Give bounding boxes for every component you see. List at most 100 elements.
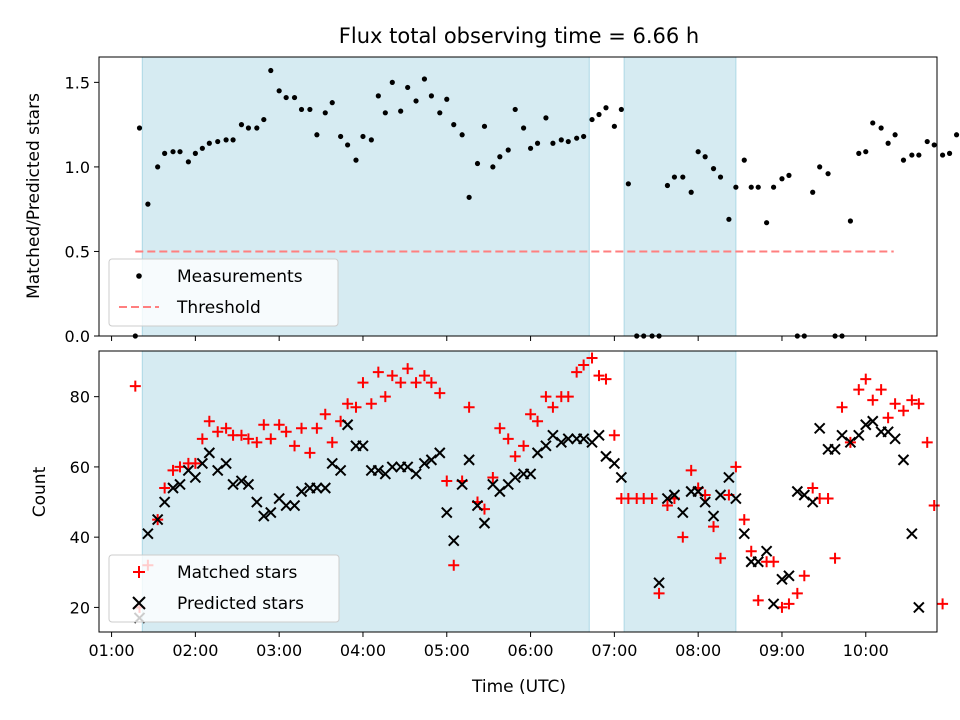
predicted-star-point xyxy=(151,513,164,526)
x-tick-label: 07:00 xyxy=(591,641,637,660)
measurement-point xyxy=(755,184,761,190)
predicted-star-point xyxy=(860,419,872,431)
predicted-star-point xyxy=(813,422,826,434)
measurement-point xyxy=(405,84,411,91)
chart-title: Flux total observing time = 6.66 h xyxy=(339,24,699,48)
matched-star-point xyxy=(410,377,422,389)
measurement-point xyxy=(625,181,631,187)
matched-star-point xyxy=(296,422,308,434)
measurement-point xyxy=(382,110,388,116)
matched-star-point xyxy=(708,521,720,533)
matched-star-point xyxy=(715,552,727,564)
ratio-y-axis-label: Matched/Predicted stars xyxy=(24,93,44,299)
measurement-point xyxy=(238,122,245,128)
predicted-star-point xyxy=(889,433,901,445)
matched-star-point xyxy=(129,380,141,392)
predicted-star-point xyxy=(280,499,292,512)
y-tick-label: 20 xyxy=(70,598,90,617)
measurement-point xyxy=(413,98,419,104)
measurement-point xyxy=(322,110,328,116)
measurement-point xyxy=(892,132,898,138)
matched-star-point xyxy=(532,415,544,427)
measurement-point xyxy=(885,140,891,146)
predicted-star-point xyxy=(730,492,742,505)
measurement-point xyxy=(603,105,609,111)
measurement-point xyxy=(428,93,435,99)
matched-star-point xyxy=(791,587,803,599)
y-tick-label: 60 xyxy=(70,458,90,477)
matched-star-point xyxy=(319,408,331,420)
measurement-point xyxy=(254,125,260,131)
measurement-point xyxy=(215,138,221,145)
matched-star-point xyxy=(889,398,901,410)
matched-star-point xyxy=(509,450,521,462)
predicted-star-point xyxy=(203,447,216,459)
predicted-star-point xyxy=(251,496,263,508)
measurement-point xyxy=(688,189,694,195)
measurement-point xyxy=(245,125,252,131)
matched-star-point xyxy=(882,412,894,424)
measurement-point xyxy=(145,201,151,207)
predicted-star-point xyxy=(441,506,453,519)
measurement-point xyxy=(451,122,457,128)
matched-star-point xyxy=(518,440,530,452)
matched-star-point xyxy=(463,401,475,413)
measurement-point xyxy=(589,116,595,123)
ratio-panel: 0.0 0.5 1.0 1.5 Flux total observing time =… xyxy=(24,24,960,346)
predicted-star-point xyxy=(760,545,773,557)
y-tick-label: 40 xyxy=(70,528,90,547)
measurement-point xyxy=(863,149,869,155)
predicted-star-point xyxy=(555,436,568,449)
measurement-point xyxy=(939,152,946,158)
count-y-axis-label: Count xyxy=(30,466,50,517)
predicted-star-point xyxy=(434,447,446,459)
measurement-point xyxy=(534,140,541,146)
measurement-point xyxy=(368,137,374,143)
measurement-point xyxy=(810,189,816,195)
matched-star-point xyxy=(738,514,750,526)
measurement-point xyxy=(786,172,792,178)
matched-star-point xyxy=(677,531,689,543)
matched-star-point xyxy=(280,426,292,438)
measurement-point xyxy=(870,120,876,126)
matched-star-point xyxy=(304,447,316,459)
measurement-point xyxy=(543,115,549,121)
predicted-star-point xyxy=(471,499,484,512)
measurement-point xyxy=(574,135,580,141)
measurement-point xyxy=(185,159,191,165)
legend-threshold-label: Threshold xyxy=(176,298,261,318)
measurement-point xyxy=(733,184,739,190)
measurement-point xyxy=(329,100,335,106)
legend-measurements-marker xyxy=(136,273,142,279)
measurement-point xyxy=(155,164,161,170)
predicted-star-point xyxy=(913,601,925,614)
measurement-point xyxy=(497,154,503,160)
matched-star-point xyxy=(829,552,841,564)
measurement-point xyxy=(924,138,930,145)
matched-star-point xyxy=(745,545,757,557)
legend-measurements-label: Measurements xyxy=(177,267,303,287)
predicted-star-point xyxy=(448,534,460,547)
measurement-point xyxy=(695,149,701,155)
predicted-star-point xyxy=(334,464,347,477)
measurement-point xyxy=(389,79,395,85)
count-legend: Matched stars Predicted stars xyxy=(108,554,340,623)
matched-star-point xyxy=(937,598,949,610)
predicted-star-point xyxy=(242,478,255,491)
y-tick-label: 80 xyxy=(70,388,90,407)
matched-star-point xyxy=(265,433,277,445)
y-tick-label: 0.0 xyxy=(65,327,90,346)
predicted-star-point xyxy=(189,471,202,484)
matched-star-point xyxy=(273,419,285,431)
measurement-point xyxy=(474,160,481,167)
measurement-point xyxy=(444,96,450,102)
predicted-star-point xyxy=(142,527,154,540)
measurement-point xyxy=(177,149,183,155)
matched-star-point xyxy=(586,352,598,364)
matched-star-point xyxy=(203,415,215,427)
measurement-point xyxy=(314,132,320,138)
measurement-point xyxy=(702,154,708,160)
measurement-point xyxy=(779,176,785,182)
measurement-point xyxy=(909,152,915,158)
